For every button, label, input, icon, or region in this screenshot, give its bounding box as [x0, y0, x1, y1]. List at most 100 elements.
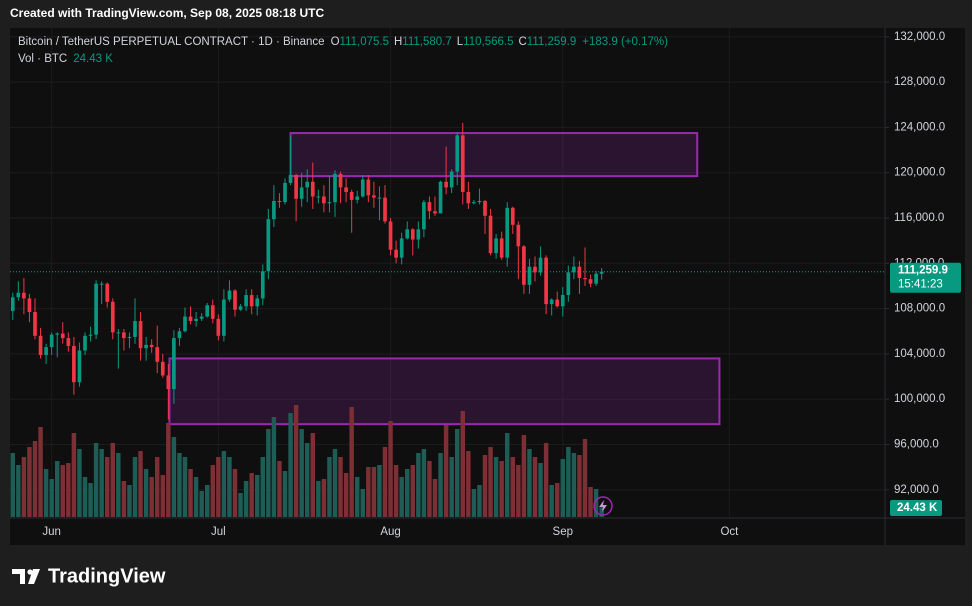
volume-bar [138, 451, 143, 517]
volume-bar [193, 477, 199, 517]
candle-body [427, 202, 432, 212]
overlay: 92,000.0 96,000.0 100,000.0 104,000.0 108,00… [10, 31, 961, 538]
candle-body [422, 202, 426, 230]
volume-bar [210, 465, 215, 517]
volume-bar [327, 457, 332, 517]
last-price-label: 111,259.9 [898, 265, 948, 277]
candle-body [477, 201, 482, 203]
volume-bar [171, 437, 177, 517]
volume-bar [382, 447, 388, 517]
candle-body [105, 283, 110, 302]
candle-body [388, 221, 393, 250]
candle-body [16, 292, 21, 298]
volume-label: Vol · BTC [18, 53, 67, 65]
candle-body [344, 187, 348, 192]
ohlc-key: H [394, 36, 402, 48]
volume-bar [443, 425, 449, 517]
volume-bar [582, 439, 588, 517]
volume-bar [155, 457, 160, 517]
volume-bar [393, 465, 399, 517]
volume-pane [10, 405, 604, 517]
candle-body [77, 350, 82, 383]
volume-bar [110, 443, 115, 517]
candle-body [127, 336, 132, 339]
zones [168, 132, 721, 426]
y-tick-label: 116,000.0 [894, 212, 944, 224]
volume-bar [316, 481, 321, 517]
volume-bar [477, 485, 482, 517]
volume-bar [293, 405, 299, 517]
candle-body [505, 207, 510, 258]
candle-body [199, 316, 204, 319]
volume-value: 24.43 K [73, 53, 113, 65]
chart-pane [10, 28, 965, 545]
volume-bar [188, 469, 193, 517]
volume-bar [432, 479, 438, 517]
volume-bar [93, 443, 99, 517]
volume-bar [555, 483, 560, 517]
volume-bar [99, 449, 104, 517]
volume-bar [116, 453, 121, 517]
candle-body [405, 229, 410, 239]
candle-body [249, 295, 254, 307]
candle-body [327, 202, 332, 204]
ohlc-key: O [331, 36, 340, 48]
candle-body [238, 306, 243, 310]
volume-bar [355, 477, 360, 517]
candle-body [377, 197, 382, 199]
volume-bar [460, 411, 465, 517]
volume-bar [466, 451, 471, 517]
ohlc-value: 111,075.5 [340, 36, 389, 48]
volume-bar [366, 467, 371, 517]
candle-body [166, 375, 171, 390]
volume-bar [249, 473, 254, 517]
x-tick-label: Oct [720, 526, 739, 538]
replay-circle[interactable] [593, 496, 613, 516]
candle-body [383, 197, 387, 222]
x-tick-label: Sep [553, 526, 573, 538]
volume-bar [588, 487, 593, 517]
candle-body [555, 299, 560, 307]
replay-bolt[interactable] [599, 500, 607, 512]
logo-v [28, 569, 40, 584]
volume-bar [299, 429, 304, 517]
last-price-badge [890, 262, 961, 293]
volume-bar [455, 429, 460, 517]
logo-t [12, 569, 25, 584]
candle-body [205, 305, 210, 317]
volume-bar [532, 457, 538, 517]
volume-bar [438, 453, 443, 517]
volume-bar [82, 477, 88, 517]
volume-bar [410, 465, 415, 517]
volume-bar [10, 453, 15, 517]
candle-body [572, 266, 576, 273]
volume-bar [21, 457, 27, 517]
volume-bar [288, 413, 293, 517]
x-tick-label: Jul [211, 526, 226, 538]
change: +183.9 (+0.17%) [582, 36, 668, 48]
candle-body [438, 181, 443, 214]
replay-icon[interactable] [593, 496, 613, 516]
candle-body [260, 271, 265, 299]
volume-bar [16, 465, 21, 517]
x-tick-label: Jun [42, 526, 61, 538]
candle-body [144, 344, 148, 349]
volume-bar [593, 489, 599, 517]
volume-bar [427, 461, 432, 517]
volume-bar [71, 433, 77, 517]
candle-body [466, 191, 471, 204]
ohlc-key: L [457, 36, 464, 48]
volume-bar [399, 477, 404, 517]
candle-body [60, 333, 65, 339]
candle-body [155, 347, 160, 362]
candle-body [49, 334, 54, 348]
volume-bar [43, 469, 49, 517]
volume-bar [338, 457, 343, 517]
countdown: 15:41:23 [898, 279, 943, 291]
y-tick-label: 104,000.0 [894, 348, 945, 360]
volume-bar [232, 469, 238, 517]
volume-bar [471, 489, 477, 517]
candle-body [266, 219, 271, 272]
